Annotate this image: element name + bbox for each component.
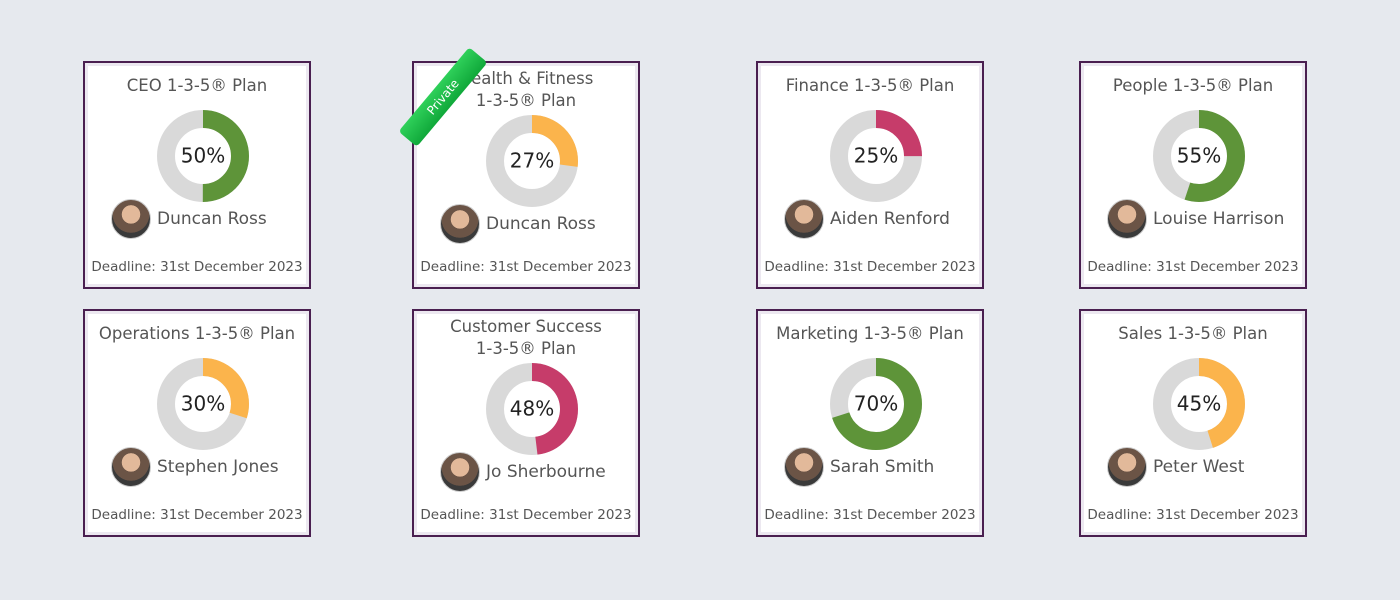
progress-label: 48% — [510, 397, 554, 421]
card-title: Sales 1-3-5® Plan — [1118, 324, 1268, 343]
owner-name: Louise Harrison — [1153, 209, 1285, 229]
donut-arc — [157, 358, 249, 450]
card-title: CEO 1-3-5® Plan — [126, 76, 268, 95]
owner-avatar — [440, 452, 480, 492]
plan-card[interactable]: Health & Fitness 1-3-5® Plan Private 27% Du… — [398, 47, 640, 289]
owner-row: Louise Harrison — [1107, 199, 1301, 239]
owner-avatar — [784, 199, 824, 239]
owner-avatar — [111, 447, 151, 487]
plan-card[interactable]: Sales 1-3-5® Plan 45% Peter West Deadline: … — [1079, 309, 1307, 537]
owner-row: Stephen Jones — [111, 447, 305, 487]
progress-label: 70% — [854, 392, 898, 416]
progress-donut: 55% — [1153, 110, 1245, 202]
owner-row: Sarah Smith — [784, 447, 978, 487]
progress-donut: 30% — [157, 358, 249, 450]
progress-donut: 45% — [1153, 358, 1245, 450]
donut-arc — [157, 110, 249, 202]
owner-avatar — [784, 447, 824, 487]
progress-label: 45% — [1177, 392, 1221, 416]
progress-donut: 48% — [486, 363, 578, 455]
card-title: Finance 1-3-5® Plan — [785, 76, 955, 95]
owner-name: Aiden Renford — [830, 209, 950, 229]
deadline: Deadline: 31st December 2023 — [420, 507, 632, 523]
donut-arc — [830, 358, 922, 450]
donut-arc — [486, 115, 578, 207]
progress-label: 30% — [181, 392, 225, 416]
deadline: Deadline: 31st December 2023 — [91, 259, 303, 275]
card-title: People 1-3-5® Plan — [1112, 76, 1274, 95]
deadline: Deadline: 31st December 2023 — [91, 507, 303, 523]
owner-row: Duncan Ross — [111, 199, 305, 239]
plan-card[interactable]: Operations 1-3-5® Plan 30% Stephen Jones De… — [83, 309, 311, 537]
deadline: Deadline: 31st December 2023 — [764, 507, 976, 523]
owner-avatar — [1107, 199, 1147, 239]
owner-name: Sarah Smith — [830, 457, 935, 477]
progress-label: 55% — [1177, 144, 1221, 168]
progress-donut: 25% — [830, 110, 922, 202]
owner-name: Duncan Ross — [486, 214, 596, 234]
owner-name: Jo Sherbourne — [486, 462, 606, 482]
owner-avatar — [440, 204, 480, 244]
owner-row: Jo Sherbourne — [440, 452, 634, 492]
plan-card[interactable]: Finance 1-3-5® Plan 25% Aiden Renford Deadl… — [756, 61, 984, 289]
card-title: Health & Fitness 1-3-5® Plan — [458, 69, 594, 110]
donut-arc — [486, 363, 578, 455]
owner-avatar — [111, 199, 151, 239]
owner-row: Aiden Renford — [784, 199, 978, 239]
progress-label: 50% — [181, 144, 225, 168]
deadline: Deadline: 31st December 2023 — [1087, 507, 1299, 523]
progress-donut: 50% — [157, 110, 249, 202]
progress-donut: 70% — [830, 358, 922, 450]
card-title: Operations 1-3-5® Plan — [98, 324, 296, 343]
owner-name: Peter West — [1153, 457, 1245, 477]
owner-name: Stephen Jones — [157, 457, 279, 477]
deadline: Deadline: 31st December 2023 — [764, 259, 976, 275]
progress-donut: 27% — [486, 115, 578, 207]
owner-avatar — [1107, 447, 1147, 487]
donut-arc — [1153, 358, 1245, 450]
plan-card[interactable]: Customer Success 1-3-5® Plan 48% Jo Sherbo… — [412, 309, 640, 537]
deadline: Deadline: 31st December 2023 — [1087, 259, 1299, 275]
plan-card[interactable]: CEO 1-3-5® Plan 50% Duncan Ross Deadline: 3… — [83, 61, 311, 289]
donut-arc — [1153, 110, 1245, 202]
plan-card[interactable]: Marketing 1-3-5® Plan 70% Sarah Smith Deadl… — [756, 309, 984, 537]
owner-row: Duncan Ross — [440, 204, 634, 244]
card-title: Marketing 1-3-5® Plan — [776, 324, 964, 343]
owner-row: Peter West — [1107, 447, 1301, 487]
progress-label: 25% — [854, 144, 898, 168]
donut-arc — [830, 110, 922, 202]
card-title: Customer Success 1-3-5® Plan — [450, 317, 602, 358]
owner-name: Duncan Ross — [157, 209, 267, 229]
progress-label: 27% — [510, 149, 554, 173]
plan-card[interactable]: People 1-3-5® Plan 55% Louise Harrison Dead… — [1079, 61, 1307, 289]
deadline: Deadline: 31st December 2023 — [420, 259, 632, 275]
